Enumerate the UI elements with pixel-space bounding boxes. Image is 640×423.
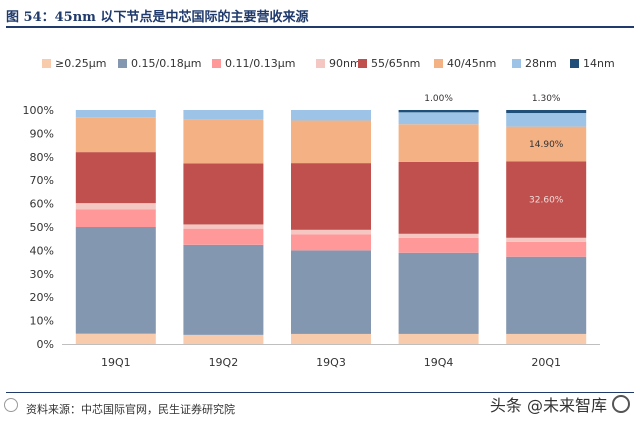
bar-segment [291, 110, 371, 121]
bar-segment [506, 113, 587, 127]
y-tick-label: 0% [37, 338, 54, 351]
x-tick-label: 19Q2 [209, 356, 239, 369]
bar-segment [506, 126, 587, 162]
bar-segment [398, 333, 479, 344]
legend-label: 28nm [525, 57, 557, 70]
bar-segment [398, 112, 479, 125]
corner-logo-icon [4, 398, 18, 412]
bar-segment [398, 110, 479, 113]
bar-segment [183, 119, 264, 164]
bar-segment [183, 110, 264, 120]
bar-segment [183, 228, 264, 245]
legend-label: ≥0.25μm [55, 57, 106, 70]
legend-item: 14nm [570, 57, 615, 70]
legend-item: ≥0.25μm [42, 57, 106, 70]
data-label: 1.00% [424, 94, 453, 104]
data-label: 32.60% [529, 196, 564, 206]
footer-divider [6, 392, 634, 393]
bar-segment [183, 224, 264, 229]
y-tick-label: 10% [30, 315, 54, 328]
bar-segment [506, 237, 587, 242]
chart-bars [75, 110, 587, 344]
bar-segment [291, 163, 371, 230]
legend-label: 55/65nm [371, 57, 420, 70]
legend-item: 55/65nm [358, 57, 420, 70]
legend-label: 90nm [329, 57, 361, 70]
legend-swatch [118, 59, 127, 68]
legend-item: 0.11/0.13μm [212, 57, 295, 70]
bar-segment [75, 152, 156, 204]
bar-segment [183, 163, 264, 225]
legend-item: 90nm [316, 57, 361, 70]
data-label: 1.30% [532, 94, 561, 104]
bar-segment [291, 333, 371, 344]
bar-segment [398, 252, 479, 334]
y-tick-label: 40% [30, 244, 54, 257]
bar-segment [506, 333, 587, 344]
chart-title: 图 54：45nm 以下节点是中芯国际的主要营收来源 [6, 10, 309, 25]
bar-segment [291, 234, 371, 251]
chart-legend: ≥0.25μm 0.15/0.18μm 0.11/0.13μm 90nm 55/65nm… [42, 57, 615, 70]
bar-segment [506, 256, 587, 334]
bar-segment [183, 244, 264, 335]
bar-segment [398, 233, 479, 238]
y-tick-label: 50% [30, 221, 54, 234]
bar-segment [291, 120, 371, 164]
legend-swatch [42, 59, 51, 68]
stacked-bar-chart: ≥0.25μm 0.15/0.18μm 0.11/0.13μm 90nm 55/65nm… [23, 57, 615, 369]
y-tick-label: 20% [30, 291, 54, 304]
source-note: 资料来源：中芯国际官网，民生证券研究院 [26, 403, 235, 416]
y-tick-label: 60% [30, 198, 54, 211]
legend-swatch [570, 59, 579, 68]
x-tick-label: 19Q4 [424, 356, 454, 369]
x-tick-label: 20Q1 [531, 356, 561, 369]
legend-item: 40/45nm [434, 57, 496, 70]
bar-segment [506, 241, 587, 257]
chart-axes: 0% 10% 20% 30% 40% 50% 60% 70% 80% 90% 100% 19Q1 19Q… [23, 104, 600, 369]
x-tick-label: 19Q3 [316, 356, 346, 369]
data-label: 14.90% [529, 140, 564, 150]
legend-swatch [358, 59, 367, 68]
bar-segment [75, 227, 156, 334]
legend-label: 14nm [583, 57, 615, 70]
legend-swatch [212, 59, 221, 68]
bar-segment [75, 203, 156, 210]
bar-segment [291, 250, 371, 334]
y-tick-label: 30% [30, 268, 54, 281]
legend-item: 28nm [512, 57, 557, 70]
y-tick-label: 80% [30, 151, 54, 164]
chart-annotations: 1.00% 1.30% 14.90% 32.60% [424, 94, 563, 206]
bar-segment [398, 237, 479, 253]
y-tick-label: 70% [30, 174, 54, 187]
x-tick-label: 19Q1 [101, 356, 131, 369]
bar-segment [506, 161, 587, 238]
bar-segment [75, 110, 156, 118]
legend-label: 0.11/0.13μm [225, 57, 295, 70]
legend-swatch [316, 59, 325, 68]
bar-segment [183, 334, 264, 344]
legend-label: 0.15/0.18μm [131, 57, 201, 70]
y-tick-label: 100% [23, 104, 54, 117]
bar-segment [398, 161, 479, 234]
bar-segment [398, 124, 479, 162]
bar-segment [291, 229, 371, 235]
watermark-logo-icon [612, 395, 630, 413]
legend-label: 40/45nm [447, 57, 496, 70]
y-tick-label: 90% [30, 127, 54, 140]
legend-item: 0.15/0.18μm [118, 57, 201, 70]
watermark-text: 头条 @未来智库 [489, 396, 607, 415]
bar-segment [75, 209, 156, 227]
bar-segment [75, 333, 156, 344]
legend-swatch [434, 59, 443, 68]
legend-swatch [512, 59, 521, 68]
watermark: 头条 @未来智库 [490, 388, 630, 420]
bar-segment [75, 117, 156, 153]
bar-segment [506, 110, 587, 114]
title-divider [6, 26, 634, 28]
